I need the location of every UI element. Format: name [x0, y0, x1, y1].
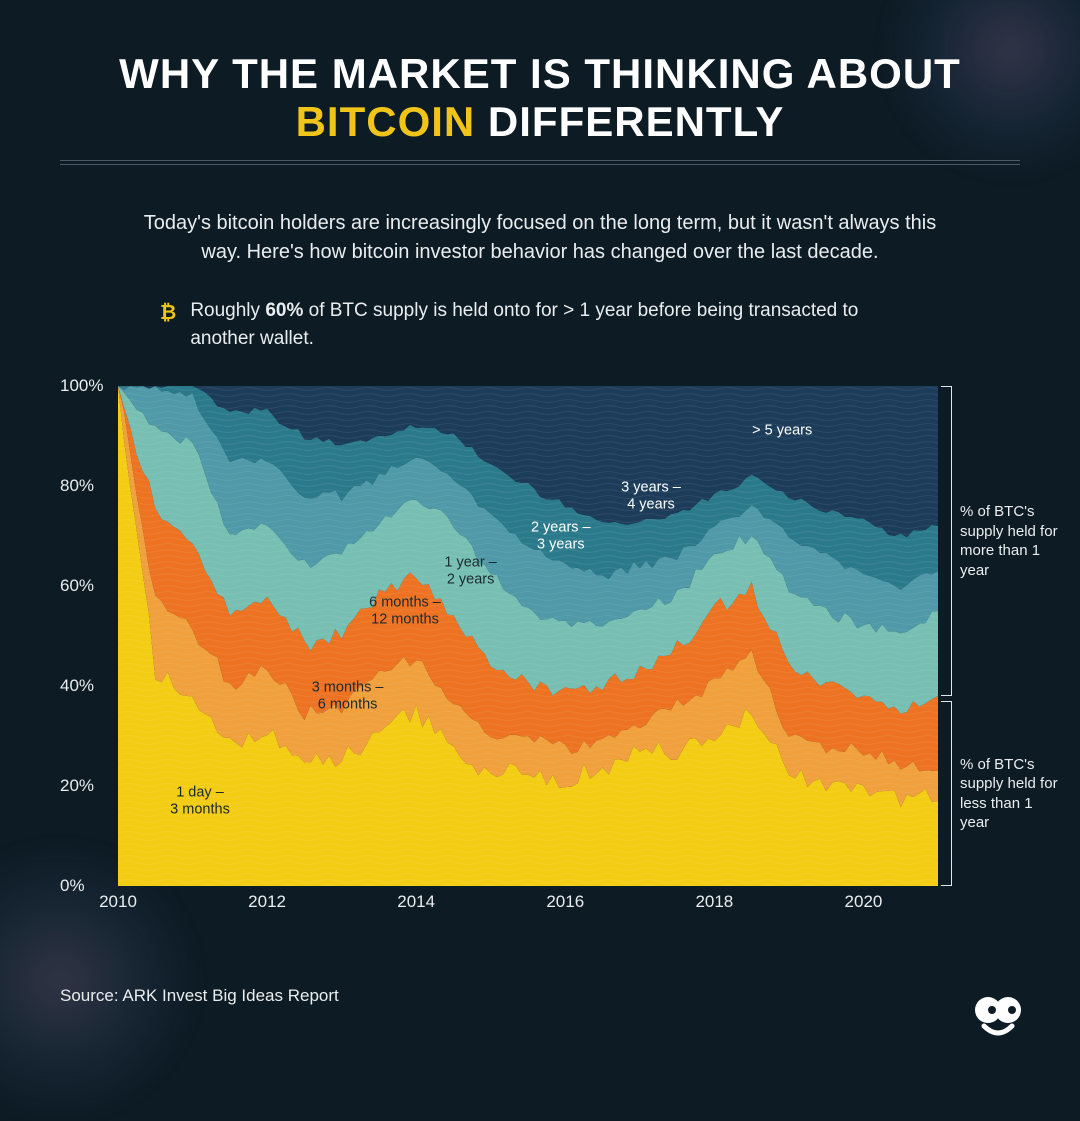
band-label: > 5 years	[752, 423, 812, 440]
y-axis-tick: 100%	[60, 376, 103, 396]
y-axis-tick: 20%	[60, 776, 94, 796]
stacked-area-chart: 1 day –3 months 3 months –6 months 6 month…	[60, 386, 1020, 926]
x-axis-tick: 2020	[845, 892, 883, 912]
y-axis-tick: 0%	[60, 876, 85, 896]
x-axis-tick: 2018	[695, 892, 733, 912]
publisher-logo-icon	[970, 996, 1026, 1045]
key-stat-bullet: ₿ Roughly 60% of BTC supply is held onto…	[160, 297, 920, 352]
band-label: 3 months –6 months	[312, 679, 384, 712]
x-axis-tick: 2010	[99, 892, 137, 912]
band-label: 1 day –3 months	[170, 784, 230, 817]
x-axis-tick: 2016	[546, 892, 584, 912]
title-highlight: BITCOIN	[296, 98, 476, 145]
band-label: 6 months –12 months	[369, 594, 441, 627]
bitcoin-icon: ₿	[160, 299, 176, 352]
bullet-text: Roughly 60% of BTC supply is held onto f…	[190, 297, 920, 352]
lead-paragraph: Today's bitcoin holders are increasingly…	[130, 209, 950, 267]
x-axis-tick: 2012	[248, 892, 286, 912]
x-axis-tick: 2014	[397, 892, 435, 912]
band-label: 3 years –4 years	[621, 479, 681, 512]
chart-plot-area: 1 day –3 months 3 months –6 months 6 month…	[118, 386, 938, 886]
band-label: 2 years –3 years	[531, 519, 591, 552]
source-attribution: Source: ARK Invest Big Ideas Report	[60, 986, 1020, 1006]
bracket	[942, 701, 952, 886]
y-axis-tick: 40%	[60, 676, 94, 696]
bracket	[942, 386, 952, 696]
y-axis-tick: 60%	[60, 576, 94, 596]
title-post: DIFFERENTLY	[475, 98, 784, 145]
bracket-label: % of BTC's supply held for more than 1 y…	[960, 502, 1060, 580]
y-axis-tick: 80%	[60, 476, 94, 496]
band-label: 1 year –2 years	[444, 554, 496, 587]
title-pre: WHY THE MARKET IS THINKING ABOUT	[119, 50, 961, 97]
page-title: WHY THE MARKET IS THINKING ABOUT BITCOIN…	[60, 50, 1020, 146]
bracket-label: % of BTC's supply held for less than 1 y…	[960, 755, 1060, 833]
title-divider	[60, 160, 1020, 165]
